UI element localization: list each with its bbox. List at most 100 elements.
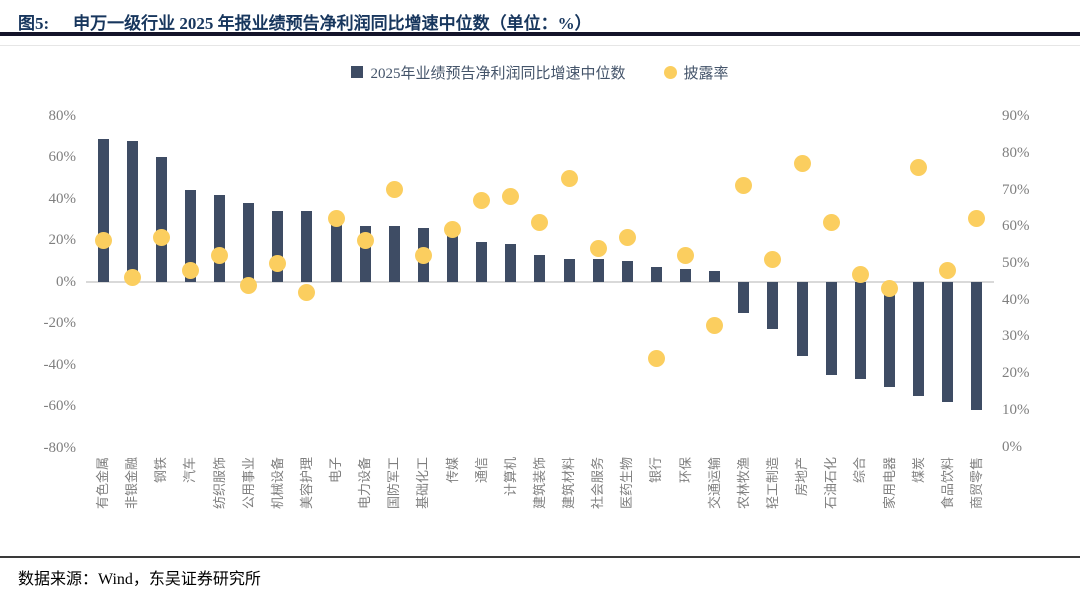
left-axis-tick: 0%	[56, 273, 76, 290]
bar	[155, 157, 167, 282]
x-axis-label: 公用事业	[240, 457, 256, 510]
bar	[272, 211, 284, 282]
bar	[97, 138, 109, 282]
right-axis-tick: 50%	[1002, 255, 1030, 271]
bar	[796, 281, 808, 357]
figure-title: 图5: 申万一级行业 2025 年报业绩预告净利润同比增速中位数（单位：%）	[18, 9, 592, 34]
disclosure-rate-swatch-icon	[663, 65, 677, 79]
bar	[767, 281, 779, 330]
x-axis-label: 建筑材料	[561, 457, 577, 510]
x-axis-label: 医药生物	[619, 457, 635, 510]
bar	[301, 211, 313, 282]
bar	[330, 223, 342, 282]
bar	[971, 281, 983, 411]
bar	[126, 140, 138, 282]
right-axis-tick: 40%	[1002, 291, 1030, 308]
x-axis-label: 综合	[852, 457, 868, 484]
x-axis-label: 环保	[677, 457, 693, 484]
left-axis-tick: 80%	[48, 107, 77, 124]
x-axis-label: 商贸零售	[968, 457, 984, 510]
left-axis-tick: -60%	[43, 398, 77, 415]
x-axis-label: 轻工制造	[764, 457, 780, 510]
bar	[447, 234, 459, 282]
disclosure-rate-dot	[793, 155, 811, 173]
bar	[388, 225, 400, 282]
disclosure-rate-dot	[531, 214, 549, 232]
disclosure-rate-dot	[764, 250, 782, 268]
disclosure-rate-dot	[968, 210, 986, 228]
legend-item-bar-series: 2025年业绩预告净利润同比增速中位数	[351, 62, 626, 83]
right-axis-tick: 60%	[1002, 218, 1030, 235]
x-axis-label: 交通运输	[706, 457, 722, 510]
disclosure-rate-dot	[910, 158, 928, 176]
chart-legend: 2025年业绩预告净利润同比增速中位数 披露率	[0, 60, 1080, 84]
right-axis-tick: 10%	[1002, 401, 1030, 418]
title-divider-thin	[0, 45, 1080, 46]
bar	[359, 225, 371, 282]
x-axis-label: 通信	[473, 457, 489, 484]
disclosure-rate-dot	[589, 239, 607, 257]
disclosure-rate-dot	[385, 181, 403, 199]
x-axis-label: 机械设备	[269, 457, 285, 510]
bar	[942, 281, 954, 402]
disclosure-rate-dot	[298, 283, 316, 301]
disclosure-rate-dot	[240, 276, 258, 294]
disclosure-rate-dot	[822, 214, 840, 232]
disclosure-rate-dot	[414, 247, 432, 265]
x-axis-label: 传媒	[444, 457, 460, 484]
x-axis-label: 建筑装饰	[531, 457, 547, 510]
bar	[592, 258, 604, 282]
disclosure-rate-dot	[560, 169, 578, 187]
x-axis-label: 石油石化	[823, 457, 839, 510]
right-axis-tick: 70%	[1002, 181, 1030, 198]
footer-divider	[0, 556, 1080, 558]
bar	[476, 242, 488, 282]
bar	[854, 281, 866, 380]
x-axis-label: 国防军工	[386, 457, 402, 510]
disclosure-rate-dot	[211, 247, 229, 265]
x-axis-label: 有色金属	[95, 457, 110, 510]
x-axis-label: 社会服务	[590, 457, 606, 510]
right-axis-tick: 80%	[1002, 144, 1030, 161]
left-axis-tick: -40%	[43, 356, 77, 373]
disclosure-rate-dot	[939, 261, 957, 279]
x-axis-label: 纺织服饰	[211, 457, 227, 510]
x-axis-label: 家用电器	[881, 457, 897, 510]
legend-item-disclosure-rate: 披露率	[663, 62, 729, 83]
data-source-note: 数据来源：Wind，东吴证券研究所	[18, 571, 261, 588]
bar	[563, 258, 575, 282]
left-axis-tick: 40%	[48, 190, 77, 207]
bar	[709, 271, 721, 282]
bar	[621, 260, 633, 282]
right-axis-tick: 0%	[1002, 438, 1022, 455]
x-axis-label: 非银金融	[124, 457, 140, 510]
bar	[505, 244, 517, 282]
disclosure-rate-dot	[647, 350, 665, 368]
left-axis-tick: -20%	[43, 315, 77, 332]
x-axis-label: 钢铁	[153, 457, 169, 484]
title-divider	[0, 32, 1080, 36]
figure-title-text: 申万一级行业 2025 年报业绩预告净利润同比增速中位数（单位：%）	[73, 14, 592, 33]
disclosure-rate-dot	[269, 254, 287, 272]
disclosure-rate-dot	[94, 232, 112, 250]
bar	[680, 269, 692, 282]
x-axis-label: 汽车	[182, 457, 198, 484]
bar-series-swatch-icon	[351, 66, 364, 78]
left-axis-tick: 60%	[48, 149, 77, 166]
bar	[214, 194, 226, 282]
x-axis-label: 电力设备	[357, 457, 373, 510]
x-axis-label: 房地产	[794, 457, 810, 497]
bar	[884, 281, 895, 388]
x-axis-label: 基础化工	[415, 457, 431, 510]
bar	[650, 267, 662, 282]
right-axis-tick: 20%	[1002, 365, 1030, 382]
disclosure-rate-dot	[181, 261, 199, 279]
right-axis-tick: 30%	[1002, 328, 1030, 345]
left-axis-tick: -80%	[43, 439, 77, 456]
x-axis-label: 食品饮料	[939, 457, 955, 510]
disclosure-rate-dot	[123, 269, 141, 287]
disclosure-rate-dot	[444, 221, 462, 239]
disclosure-rate-dot	[881, 280, 898, 298]
x-axis-label: 煤炭	[910, 457, 926, 484]
